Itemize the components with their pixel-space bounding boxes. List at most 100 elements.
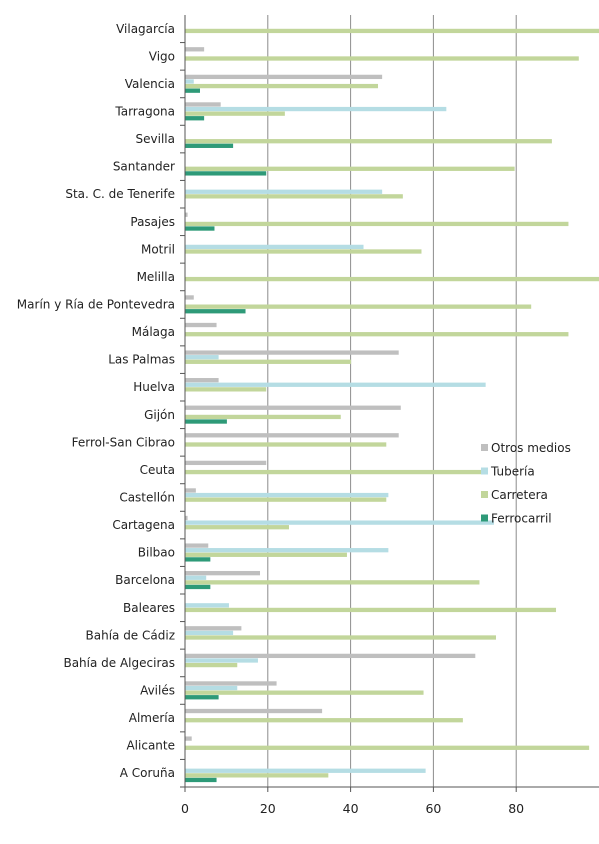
bar-tuberia	[185, 79, 194, 84]
legend-swatch-carretera	[481, 491, 488, 498]
bar-carretera	[185, 332, 569, 337]
bar-otros-medios	[185, 433, 399, 438]
bar-group-vilagarcia	[185, 28, 599, 34]
category-label: Barcelona	[115, 573, 175, 587]
category-label: Gijón	[144, 408, 175, 422]
bar-group-huelva	[185, 378, 486, 392]
bar-otros-medios	[185, 212, 188, 217]
bar-group-cartagena	[185, 515, 494, 530]
bars	[185, 28, 599, 783]
bar-carretera	[185, 690, 424, 695]
bar-tuberia	[185, 603, 229, 608]
legend: Otros medios Tubería Carretera Ferrocarril	[481, 441, 571, 526]
bar-tuberia	[185, 685, 238, 691]
bar-group-valencia	[185, 74, 383, 93]
bar-carretera	[185, 745, 590, 750]
axes	[180, 15, 599, 792]
bar-carretera	[185, 304, 532, 309]
bar-group-bahia-de-algeciras	[185, 653, 476, 668]
bar-ferrocarril	[185, 584, 211, 590]
bar-carretera	[185, 525, 289, 530]
bar-tuberia	[185, 520, 494, 525]
bar-tuberia	[185, 768, 426, 773]
bar-tuberia	[185, 244, 364, 250]
bar-group-alicante	[185, 736, 590, 750]
bar-tuberia	[185, 106, 447, 112]
bar-otros-medios	[185, 515, 188, 521]
category-label: Melilla	[137, 270, 175, 284]
bar-group-las-palmas	[185, 350, 399, 364]
bar-carretera	[185, 28, 599, 34]
bar-carretera	[185, 442, 387, 447]
category-label: Almería	[129, 711, 175, 725]
bar-group-pasajes	[185, 212, 569, 231]
bar-carretera	[185, 387, 267, 392]
bar-group-marin-y-ria-de-pontevedra	[185, 295, 532, 314]
bar-ferrocarril	[185, 226, 215, 231]
x-tick-label: 40	[343, 801, 359, 816]
bar-group-malaga	[185, 322, 569, 337]
bar-ferrocarril	[185, 171, 267, 176]
bar-otros-medios	[185, 295, 194, 300]
category-label: Sevilla	[136, 132, 175, 146]
category-label: Sta. C. de Tenerife	[65, 187, 175, 201]
category-label: Bahía de Algeciras	[63, 656, 175, 670]
bar-group-sta-c-de-tenerife	[185, 189, 403, 199]
bar-group-vigo	[185, 47, 579, 61]
x-tick-labels: 0 20 40 60 80	[181, 801, 524, 816]
bar-group-bahia-de-cadiz	[185, 626, 496, 640]
bar-carretera	[185, 718, 463, 723]
bar-otros-medios	[185, 350, 399, 355]
bar-group-castellon	[185, 488, 389, 502]
category-label: Vigo	[149, 49, 175, 63]
bar-ferrocarril	[185, 143, 234, 148]
bar-carretera	[185, 139, 552, 144]
category-label: Valencia	[125, 77, 175, 91]
legend-label: Otros medios	[491, 441, 571, 455]
legend-label: Tubería	[490, 465, 535, 479]
bar-otros-medios	[185, 74, 383, 80]
category-label: Avilés	[140, 684, 175, 698]
bar-carretera	[185, 635, 496, 640]
bar-tuberia	[185, 575, 207, 580]
bar-carretera	[185, 166, 515, 171]
x-tick-label: 20	[260, 801, 276, 816]
bar-ferrocarril	[185, 557, 211, 562]
bar-otros-medios	[185, 460, 267, 466]
legend-label: Ferrocarril	[491, 512, 552, 526]
bar-otros-medios	[185, 405, 401, 410]
category-label: Baleares	[123, 601, 175, 615]
bar-carretera	[185, 249, 422, 254]
bar-otros-medios	[185, 708, 323, 714]
bar-otros-medios	[185, 322, 217, 328]
category-label: Cartagena	[112, 518, 175, 532]
category-label: Motril	[141, 242, 175, 256]
bar-otros-medios	[185, 543, 209, 548]
category-label: Castellón	[119, 491, 175, 505]
bar-otros-medios	[185, 47, 205, 52]
bar-group-bilbao	[185, 543, 389, 562]
bar-carretera	[185, 773, 329, 778]
bar-carretera	[185, 359, 352, 364]
category-label: Málaga	[132, 325, 175, 339]
bar-carretera	[185, 662, 238, 668]
bar-carretera	[185, 111, 285, 116]
bar-carretera	[185, 56, 579, 61]
bar-group-baleares	[185, 603, 557, 613]
bar-tuberia	[185, 189, 383, 194]
grid-lines	[267, 15, 517, 787]
category-label: A Coruña	[120, 766, 175, 780]
bar-carretera	[185, 221, 569, 227]
x-tick-label: 0	[181, 801, 189, 816]
bar-ferrocarril	[185, 695, 219, 700]
bar-group-santander	[185, 166, 515, 176]
bar-tuberia	[185, 658, 258, 663]
bar-tuberia	[185, 548, 389, 553]
bar-otros-medios	[185, 681, 277, 686]
bar-carretera	[185, 552, 347, 557]
bar-ferrocarril	[185, 309, 246, 314]
bar-group-gijon	[185, 405, 401, 424]
category-label: Tarragona	[114, 105, 175, 119]
bar-ferrocarril	[185, 116, 205, 121]
